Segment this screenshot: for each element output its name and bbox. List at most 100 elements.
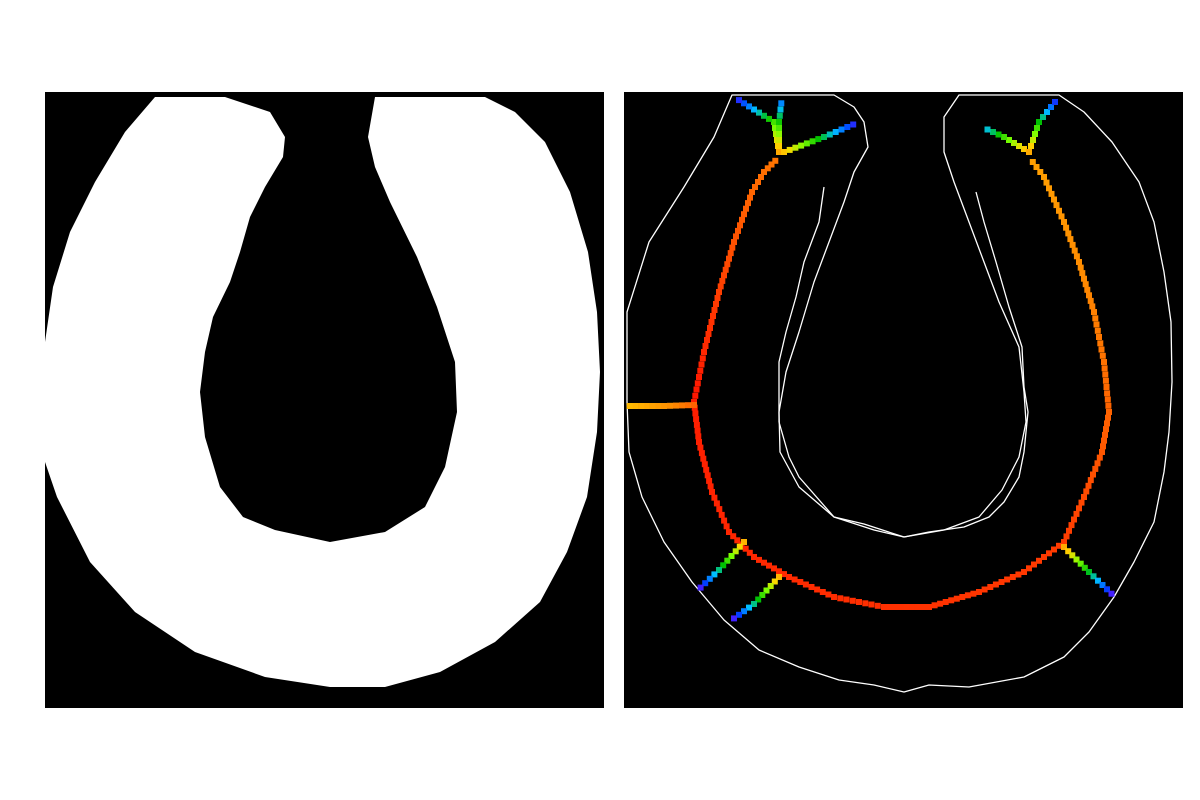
skeleton-branch-top-left-c bbox=[798, 142, 805, 149]
skeleton-trunk-left bbox=[699, 355, 706, 362]
skeleton-branch-top-right-b bbox=[1036, 119, 1042, 125]
skeleton-trunk-right bbox=[1091, 309, 1097, 315]
skeleton-branch-bottom-left-a bbox=[702, 580, 709, 587]
skeleton-branch-top-left-a bbox=[746, 103, 752, 110]
skeleton-branch-bottom-left-a bbox=[697, 584, 704, 591]
skeleton-path bbox=[626, 97, 1115, 622]
skeleton-branch-top-left-a bbox=[772, 125, 778, 131]
skeleton-trunk-left bbox=[717, 283, 724, 290]
skeleton-trunk-bottom bbox=[1021, 569, 1027, 575]
skeleton-trunk-bottom bbox=[711, 494, 718, 501]
skeleton-trunk-bottom bbox=[942, 599, 949, 605]
skeleton-trunk-right bbox=[1087, 297, 1094, 304]
skeleton-trunk-right bbox=[1102, 431, 1108, 438]
skeleton-trunk-bottom bbox=[726, 529, 732, 535]
skeleton-branch-top-left-c bbox=[809, 138, 816, 145]
skeleton-trunk-right bbox=[1051, 196, 1057, 203]
skeleton-trunk-right bbox=[1033, 164, 1040, 170]
skeleton-trunk-left bbox=[737, 222, 743, 229]
skeleton-trunk-bottom bbox=[723, 523, 730, 530]
skeleton-branch-top-left-a bbox=[736, 97, 742, 104]
skeleton-trunk-bottom bbox=[776, 568, 782, 575]
skeleton-branch-bottom-right bbox=[1108, 590, 1115, 597]
skeleton-trunk-bottom bbox=[746, 549, 753, 556]
skeleton-trunk-right bbox=[1078, 499, 1085, 506]
skeleton-trunk-right bbox=[1082, 281, 1089, 288]
skeleton-branch-bottom-right bbox=[1069, 552, 1076, 559]
inner-hole-contour bbox=[778, 186, 1029, 538]
skeleton-branch-bottom-left-b bbox=[763, 587, 770, 594]
skeleton-trunk-right bbox=[1037, 169, 1044, 175]
skeleton-branch-top-left-b bbox=[776, 112, 783, 119]
skeleton-trunk-bottom bbox=[692, 410, 699, 417]
skeleton-trunk-bottom bbox=[1041, 554, 1047, 560]
skeleton-trunk-bottom bbox=[849, 597, 856, 604]
skeleton-trunk-right bbox=[1094, 327, 1101, 334]
skeleton-trunk-left bbox=[749, 189, 755, 195]
skeleton-trunk-bottom bbox=[948, 597, 955, 604]
skeleton-branch-top-left-b bbox=[776, 137, 782, 143]
skeleton-trunk-bottom bbox=[1046, 550, 1052, 557]
skeleton-trunk-left bbox=[694, 380, 701, 387]
skeleton-trunk-left bbox=[745, 200, 751, 207]
skeleton-trunk-bottom bbox=[814, 586, 821, 593]
skeleton-trunk-bottom bbox=[751, 554, 757, 560]
skeleton-branch-bottom-left-a bbox=[720, 562, 727, 569]
skeleton-trunk-bottom bbox=[742, 545, 749, 552]
skeleton-trunk-bottom bbox=[781, 571, 787, 578]
skeleton-trunk-right bbox=[1071, 516, 1077, 523]
skeleton-trunk-right bbox=[1085, 482, 1092, 489]
skeleton-branch-bottom-left-a bbox=[728, 553, 735, 559]
skeleton-branch-top-left-c bbox=[815, 136, 822, 143]
skeleton-branch-bottom-right bbox=[1077, 560, 1084, 567]
skeleton-trunk-right bbox=[1099, 449, 1105, 455]
skeleton-trunk-right bbox=[1101, 359, 1107, 365]
skeleton-trunk-left bbox=[743, 205, 749, 212]
skeleton-branch-top-left-c bbox=[832, 129, 839, 135]
skeleton-trunk-bottom bbox=[819, 589, 826, 595]
skeleton-branch-left-edge bbox=[679, 402, 685, 409]
skeleton-trunk-bottom bbox=[892, 604, 899, 610]
skeleton-trunk-bottom bbox=[730, 533, 737, 540]
skeleton-panel bbox=[624, 92, 1183, 708]
skeleton-trunk-left bbox=[698, 361, 705, 368]
skeleton-trunk-right bbox=[1065, 230, 1072, 237]
skeleton-branch-top-left-c bbox=[792, 144, 799, 151]
skeleton-trunk-bottom bbox=[791, 576, 798, 583]
skeleton-trunk-right bbox=[1098, 346, 1105, 353]
skeleton-trunk-left bbox=[716, 289, 722, 295]
binary-mask-image bbox=[45, 97, 600, 687]
skeleton-branch-left-edge bbox=[661, 403, 667, 409]
skeleton-trunk-right bbox=[1103, 384, 1110, 390]
skeleton-branch-top-right-b bbox=[1034, 125, 1040, 131]
skeleton-branch-bottom-left-b bbox=[731, 615, 737, 622]
skeleton-trunk-right bbox=[1099, 352, 1106, 359]
skeleton-branch-bottom-right bbox=[1065, 548, 1072, 555]
skeleton-branch-top-left-b bbox=[776, 119, 782, 125]
skeleton-branch-top-left-a bbox=[761, 112, 767, 119]
skeleton-trunk-bottom bbox=[786, 574, 792, 580]
skeleton-trunk-bottom bbox=[721, 517, 728, 524]
skeleton-trunk-bottom bbox=[843, 596, 850, 603]
skeleton-trunk-right bbox=[1104, 420, 1110, 427]
skeleton-trunk-right bbox=[1100, 443, 1106, 450]
skeleton-branch-bottom-right bbox=[1081, 564, 1088, 571]
skeleton-branch-bottom-left-b bbox=[759, 592, 766, 598]
skeleton-trunk-right bbox=[1061, 539, 1067, 545]
skeleton-trunk-left bbox=[722, 266, 729, 273]
skeleton-trunk-right bbox=[1071, 247, 1078, 254]
skeleton-branch-top-left-a bbox=[771, 119, 777, 125]
skeleton-trunk-left bbox=[692, 392, 699, 399]
skeleton-trunk-bottom bbox=[695, 433, 702, 440]
skeleton-branch-bottom-left-b bbox=[746, 604, 752, 611]
skeleton-trunk-right bbox=[1089, 303, 1096, 310]
skeleton-branch-top-right-b bbox=[1048, 104, 1054, 110]
skeleton-trunk-right bbox=[1056, 207, 1062, 214]
skeleton-branch-top-left-b bbox=[778, 100, 785, 107]
skeleton-branch-bottom-right bbox=[1073, 556, 1080, 563]
skeleton-trunk-bottom bbox=[713, 500, 720, 507]
skeleton-branch-bottom-left-b bbox=[755, 596, 762, 603]
skeleton-trunk-bottom bbox=[802, 581, 809, 588]
skeleton-branch-left-edge bbox=[673, 402, 679, 409]
skeleton-branch-bottom-right bbox=[1061, 544, 1067, 550]
